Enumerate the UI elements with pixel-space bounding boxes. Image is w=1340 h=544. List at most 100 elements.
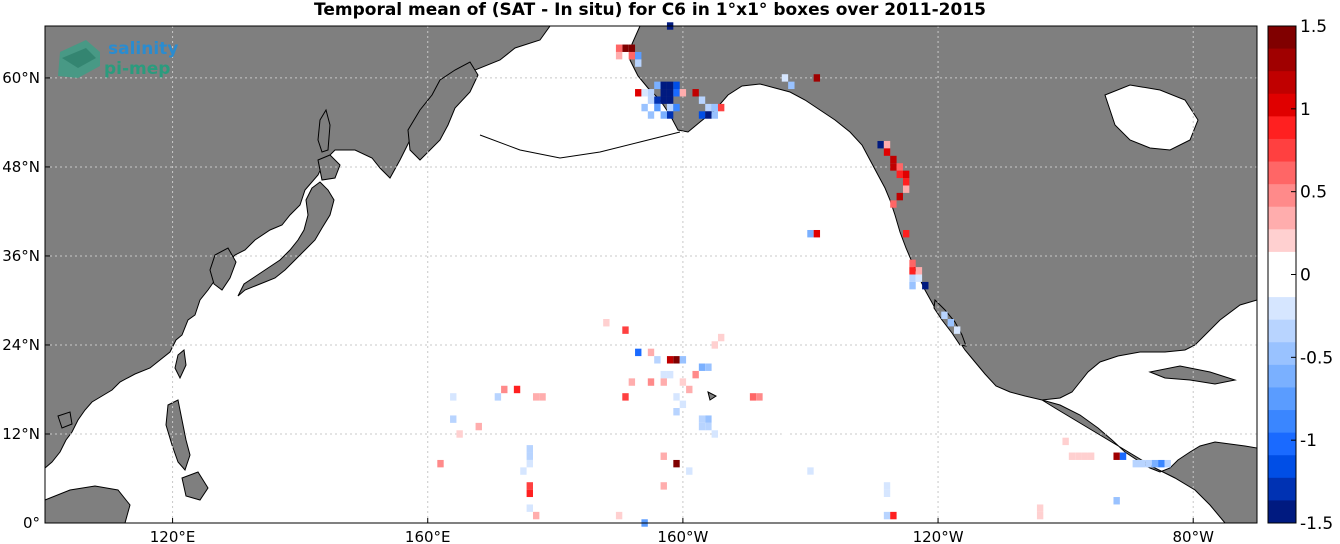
colorbar-tick-label: -1.5 bbox=[1300, 514, 1333, 534]
data-cell bbox=[660, 96, 667, 104]
data-cell bbox=[635, 89, 642, 97]
data-cell bbox=[1145, 459, 1152, 468]
data-cell bbox=[1068, 452, 1076, 460]
data-cell bbox=[647, 378, 655, 386]
data-cell bbox=[781, 430, 789, 438]
colorbar-segment bbox=[1268, 274, 1296, 298]
data-cell bbox=[526, 504, 533, 512]
data-cell bbox=[673, 356, 680, 364]
data-cell bbox=[666, 96, 674, 104]
data-cell bbox=[666, 370, 674, 379]
data-cell bbox=[711, 341, 718, 349]
colorbar-segment bbox=[1268, 71, 1296, 95]
y-tick-label: 12°N bbox=[2, 425, 40, 443]
data-cell bbox=[1132, 459, 1139, 468]
data-cell bbox=[1113, 497, 1120, 505]
land-philippines bbox=[165, 399, 191, 471]
y-tick-label: 24°N bbox=[2, 336, 40, 354]
data-cell bbox=[717, 333, 725, 342]
data-cell bbox=[915, 274, 923, 282]
data-cell bbox=[883, 140, 891, 149]
x-axis-ticks: 120°E 160°E 160°W 120°W 80°W bbox=[150, 518, 1214, 544]
data-cell bbox=[526, 482, 533, 490]
data-cell bbox=[902, 185, 910, 193]
data-cell bbox=[539, 393, 546, 401]
map-frame bbox=[44, 25, 1258, 524]
data-cell bbox=[532, 511, 540, 520]
data-cell bbox=[679, 356, 687, 364]
data-cell bbox=[673, 89, 680, 97]
data-cell bbox=[450, 415, 457, 423]
data-cell bbox=[698, 111, 706, 119]
data-cell bbox=[513, 385, 521, 394]
data-cell bbox=[922, 281, 929, 290]
grid-lines bbox=[45, 26, 1257, 524]
data-cell bbox=[526, 474, 533, 483]
data-cell bbox=[698, 363, 706, 371]
data-cell bbox=[494, 393, 502, 401]
x-tick-label: 120°E bbox=[150, 528, 196, 544]
colorbar-segment bbox=[1268, 500, 1296, 524]
data-cell bbox=[647, 96, 655, 104]
colorbar bbox=[1267, 25, 1297, 524]
data-cell bbox=[941, 311, 948, 320]
data-cell bbox=[788, 81, 795, 90]
data-cell bbox=[654, 96, 661, 104]
data-cell bbox=[615, 511, 623, 520]
data-cell bbox=[666, 111, 674, 119]
y-tick-label: 48°N bbox=[2, 158, 40, 176]
data-cell bbox=[647, 348, 655, 357]
colorbar-segment bbox=[1268, 432, 1296, 456]
data-cell bbox=[647, 89, 655, 97]
data-cell bbox=[654, 81, 661, 90]
data-cell bbox=[666, 103, 674, 112]
data-cell bbox=[883, 511, 891, 520]
land-cuba bbox=[1148, 365, 1237, 385]
data-cell bbox=[1164, 459, 1171, 468]
data-cell bbox=[902, 178, 910, 186]
data-cell bbox=[877, 140, 884, 149]
data-cell bbox=[743, 422, 750, 431]
data-cell bbox=[979, 474, 986, 483]
data-cell bbox=[800, 452, 808, 460]
data-cell bbox=[660, 89, 667, 97]
data-cell bbox=[615, 44, 623, 52]
data-cell bbox=[1081, 452, 1088, 460]
data-cell bbox=[666, 81, 674, 90]
data-cell bbox=[705, 363, 712, 371]
data-cell bbox=[896, 163, 903, 171]
chart-title: Temporal mean of (SAT - In situ) for C6 … bbox=[314, 0, 986, 20]
data-cell bbox=[1151, 459, 1159, 468]
data-cell bbox=[1036, 511, 1044, 520]
data-cell bbox=[749, 393, 757, 401]
data-cell bbox=[501, 385, 508, 394]
data-cell bbox=[909, 259, 916, 268]
data-cell bbox=[762, 474, 770, 483]
colorbar-segment bbox=[1268, 206, 1296, 230]
data-cell bbox=[654, 103, 661, 112]
data-cell bbox=[909, 281, 916, 290]
data-cell bbox=[705, 415, 712, 423]
data-cell bbox=[615, 51, 623, 60]
data-cell bbox=[1113, 452, 1120, 460]
data-cell bbox=[526, 445, 533, 453]
data-cell bbox=[1036, 504, 1044, 512]
data-cell bbox=[526, 452, 533, 460]
data-cell bbox=[896, 192, 903, 201]
data-cell bbox=[628, 378, 636, 386]
data-cell bbox=[603, 319, 610, 327]
data-cell bbox=[756, 467, 763, 475]
data-cell bbox=[711, 111, 718, 119]
data-cell bbox=[698, 96, 706, 104]
data-cell bbox=[883, 482, 891, 490]
data-cell bbox=[909, 267, 916, 275]
logo-line1: salinity bbox=[108, 39, 178, 59]
colorbar-segment bbox=[1268, 387, 1296, 411]
land-masses bbox=[44, 25, 1258, 524]
data-cell bbox=[679, 89, 687, 97]
data-cell bbox=[628, 44, 636, 52]
data-cell bbox=[641, 103, 648, 112]
data-cell bbox=[679, 378, 687, 386]
data-cell bbox=[711, 103, 718, 112]
colorbar-tick-label: 1 bbox=[1300, 100, 1311, 120]
